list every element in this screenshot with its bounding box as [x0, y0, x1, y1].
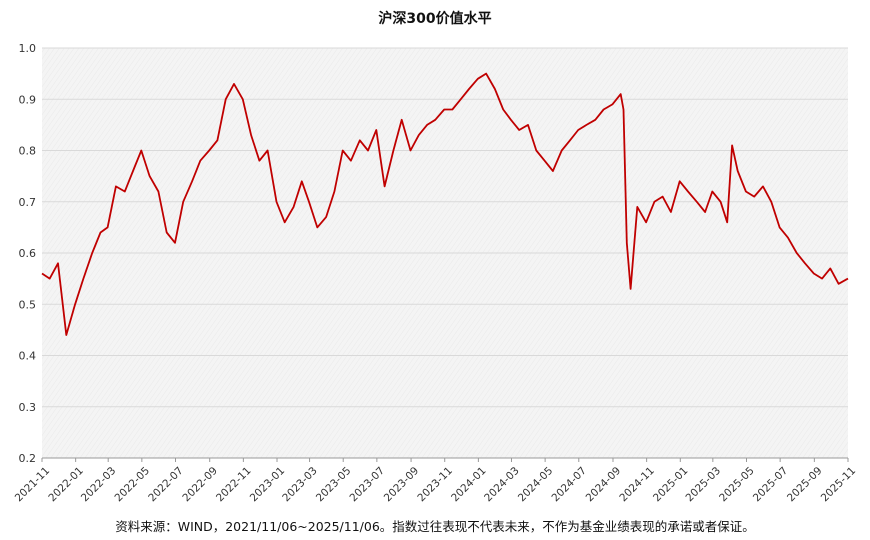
series-line-0: [41, 72, 849, 336]
x-tick-label: 2022-01: [46, 465, 86, 505]
x-tick-label: 2022-07: [146, 465, 186, 505]
x-tick-label: 2023-05: [314, 465, 354, 505]
x-tick-label: 2024-09: [584, 465, 624, 505]
x-tick-label: 2024-07: [549, 465, 589, 505]
y-tick-label: 0.9: [19, 93, 37, 106]
y-tick-label: 0.6: [19, 247, 37, 260]
x-tick-label: 2022-03: [79, 465, 119, 505]
x-tick-label: 2023-01: [248, 465, 288, 505]
x-tick-label: 2024-01: [449, 465, 489, 505]
x-tick-label: 2025-09: [785, 465, 825, 505]
x-tick-label: 2025-05: [717, 465, 757, 505]
x-tick-label: 2024-11: [617, 465, 657, 505]
source-note: 资料来源：WIND，2021/11/06~2025/11/06。指数过往表现不代…: [115, 519, 755, 534]
y-axis: 0.2 0.3 0.4 0.5 0.6 0.7 0.8 0.9 1.0: [19, 42, 37, 465]
y-tick-label: 0.3: [19, 401, 37, 414]
x-tick-label: 2023-09: [382, 465, 422, 505]
y-tick-label: 1.0: [19, 42, 37, 55]
x-tick-label: 2022-11: [214, 465, 254, 505]
y-tick-label: 0.4: [19, 350, 37, 363]
x-tick-label: 2022-05: [113, 465, 153, 505]
x-tick-label: 2021-11: [13, 465, 53, 505]
x-tick-label: 2025-03: [684, 465, 724, 505]
y-tick-label: 0.7: [19, 196, 37, 209]
x-tick-label: 2023-03: [280, 465, 320, 505]
x-tick-label: 2025-01: [651, 465, 691, 505]
x-tick-label: 2024-03: [482, 465, 522, 505]
x-tick-label: 2022-09: [180, 465, 220, 505]
x-tick-label: 2023-07: [348, 465, 388, 505]
x-tick-label: 2024-05: [516, 465, 556, 505]
y-tick-label: 0.2: [19, 452, 37, 465]
x-tick-label: 2023-11: [415, 465, 455, 505]
y-tick-label: 0.5: [19, 298, 37, 311]
y-tick-label: 0.8: [19, 145, 37, 158]
series-layer: [41, 72, 849, 336]
x-tick-label: 2025-07: [751, 465, 791, 505]
chart-title: 沪深300价值水平: [378, 11, 492, 27]
x-tick-label: 2025-11: [819, 465, 859, 505]
x-axis: 2021-112022-012022-032022-052022-072022-…: [13, 457, 859, 505]
